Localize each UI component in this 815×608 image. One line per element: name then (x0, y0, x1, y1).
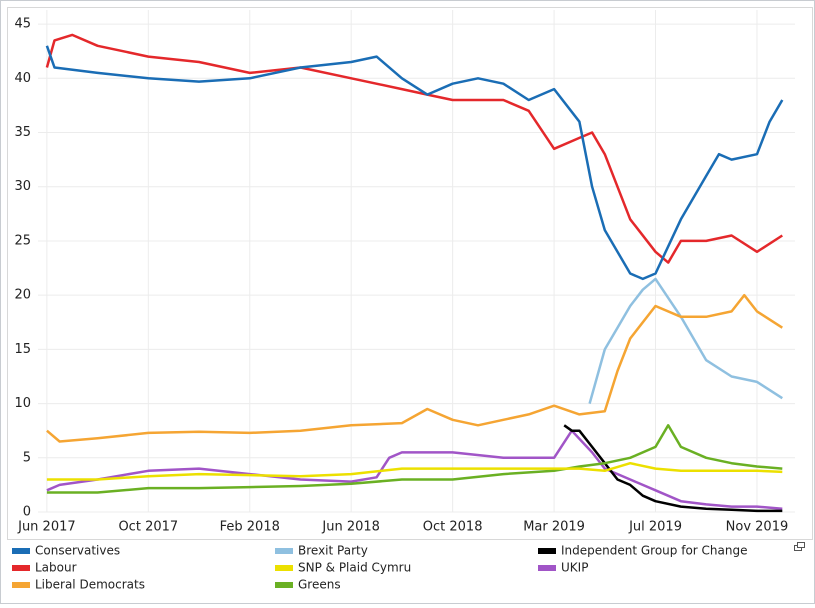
legend-label: Greens (298, 578, 341, 592)
series-line (46, 461, 783, 481)
series-line (45, 33, 783, 264)
series-line (563, 424, 783, 513)
expand-icon[interactable] (794, 542, 805, 551)
y-tick-label: 20 (14, 288, 31, 303)
legend-label: Independent Group for Change (561, 544, 747, 558)
legend-swatch (275, 548, 293, 554)
legend-swatch (12, 582, 30, 588)
x-tick-label: Jun 2017 (17, 520, 76, 535)
legend-label: Brexit Party (298, 544, 368, 558)
legend-swatch (538, 548, 556, 554)
legend-swatch (12, 548, 30, 554)
y-tick-label: 10 (14, 396, 31, 411)
x-tick-label: Oct 2017 (118, 520, 178, 535)
y-tick-label: 25 (14, 233, 31, 248)
legend-label: Labour (35, 561, 77, 575)
legend-label: SNP & Plaid Cymru (298, 561, 411, 575)
y-tick-label: 45 (14, 17, 31, 32)
x-tick-label: Oct 2018 (423, 520, 483, 535)
legend-swatch (275, 582, 293, 588)
x-tick-label: Jun 2018 (321, 520, 380, 535)
y-tick-label: 35 (14, 125, 31, 140)
x-tick-label: Nov 2019 (726, 520, 789, 535)
series-line (45, 45, 784, 281)
x-tick-label: Mar 2019 (523, 520, 585, 535)
legend-swatch (275, 565, 293, 571)
legend-swatch (12, 565, 30, 571)
y-tick-label: 30 (14, 179, 31, 194)
y-tick-label: 0 (23, 505, 31, 520)
plot-frame (7, 7, 813, 540)
y-tick-label: 40 (14, 71, 31, 86)
series-line (588, 277, 783, 404)
legend-swatch (538, 565, 556, 571)
y-tick-label: 15 (14, 342, 31, 357)
x-tick-label: Feb 2018 (220, 520, 280, 535)
y-tick-label: 5 (23, 450, 31, 465)
legend-label: UKIP (561, 561, 588, 575)
series-line (46, 429, 783, 510)
series-line (46, 293, 783, 443)
series-line (46, 424, 783, 494)
x-tick-label: Jul 2019 (628, 520, 682, 535)
legend-label: Conservatives (35, 544, 120, 558)
legend-label: Liberal Democrats (35, 578, 145, 592)
